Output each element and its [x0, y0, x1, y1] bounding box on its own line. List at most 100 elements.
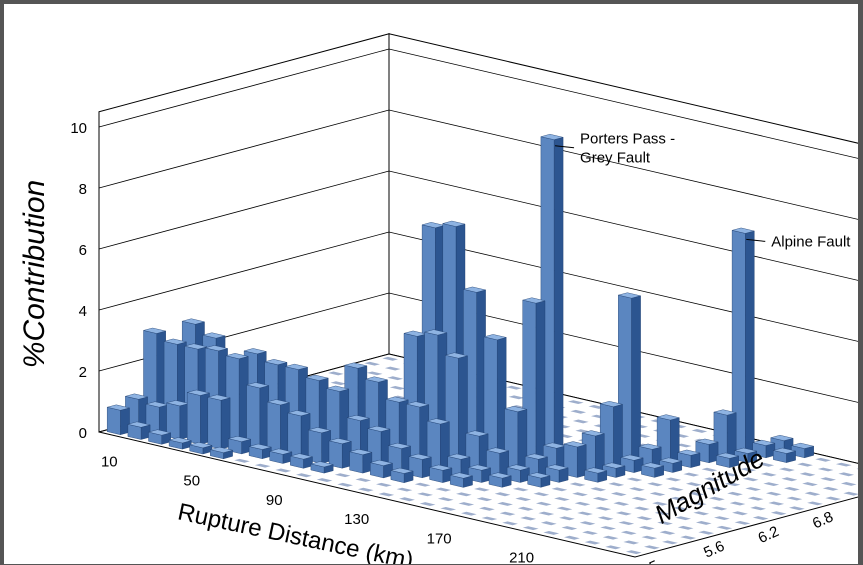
- empty-cell: [734, 521, 751, 525]
- bar-top: [187, 389, 210, 396]
- bar-top: [695, 438, 719, 445]
- empty-cell: [613, 501, 630, 506]
- bar-top: [143, 327, 166, 334]
- empty-cell: [652, 501, 668, 506]
- empty-cell: [364, 361, 380, 366]
- bar-top: [450, 472, 473, 479]
- empty-cell: [690, 501, 707, 506]
- empty-cell: [600, 526, 616, 530]
- empty-cell: [458, 502, 475, 506]
- bar-top: [424, 329, 447, 336]
- empty-cell: [676, 443, 692, 448]
- bar-top: [225, 353, 249, 360]
- z-tick-label: 5: [647, 557, 662, 564]
- empty-cell: [538, 511, 555, 516]
- empty-cell: [569, 482, 586, 487]
- z-tick-label: 6.2: [756, 523, 782, 547]
- empty-cell: [799, 472, 816, 477]
- bar-top: [600, 401, 623, 408]
- empty-cell: [554, 497, 570, 501]
- empty-cell: [376, 482, 392, 487]
- bar-top: [463, 286, 486, 293]
- empty-cell: [691, 429, 708, 433]
- empty-cell: [517, 506, 534, 511]
- empty-cell: [366, 371, 383, 376]
- bar-top: [442, 220, 466, 227]
- bar-top: [659, 457, 682, 464]
- empty-cell: [634, 506, 650, 511]
- empty-cell: [704, 477, 720, 482]
- bar-top: [584, 467, 607, 474]
- annotation-label: Porters Pass -: [580, 131, 675, 148]
- bar-top: [734, 447, 757, 454]
- empty-cell: [636, 516, 653, 521]
- bar-top: [641, 462, 664, 469]
- empty-cell: [543, 531, 560, 535]
- y-tick-label: 2: [79, 364, 87, 381]
- empty-cell: [659, 530, 676, 535]
- empty-cell: [355, 478, 372, 482]
- empty-cell: [745, 487, 761, 491]
- empty-cell: [577, 511, 593, 516]
- empty-cell: [561, 526, 578, 530]
- empty-cell: [639, 526, 655, 530]
- bar-top: [483, 334, 507, 341]
- empty-cell: [714, 516, 730, 520]
- empty-cell: [626, 477, 643, 482]
- bar-top: [244, 348, 267, 355]
- empty-cell: [572, 492, 588, 497]
- bar-top: [732, 227, 755, 234]
- bar-top: [406, 401, 429, 408]
- z-tick-label: 6.8: [810, 508, 836, 532]
- empty-cell: [435, 487, 452, 492]
- empty-cell: [506, 385, 522, 390]
- empty-cell: [399, 497, 415, 502]
- bar-front: [267, 401, 281, 455]
- bar-top: [370, 459, 393, 466]
- empty-cell: [797, 462, 813, 467]
- annotation-leader: [554, 145, 575, 149]
- empty-cell: [680, 535, 696, 540]
- empty-cell: [474, 487, 490, 492]
- empty-cell: [535, 501, 552, 506]
- bar-top: [618, 292, 641, 299]
- bar-top: [347, 414, 370, 421]
- x-tick-label: 210: [509, 550, 534, 564]
- empty-cell: [675, 516, 691, 521]
- x-tick-label: 50: [183, 473, 200, 490]
- empty-cell: [729, 501, 746, 506]
- empty-cell: [570, 409, 587, 414]
- empty-cell: [843, 491, 858, 496]
- empty-cell: [701, 467, 718, 472]
- empty-cell: [275, 468, 292, 473]
- empty-cell: [497, 502, 513, 506]
- bar-top: [290, 453, 313, 460]
- empty-cell: [387, 376, 404, 381]
- chart-canvas: 024681010509013017021025055.66.26.87.48%…: [4, 4, 858, 564]
- y-tick-label: 8: [79, 181, 87, 198]
- empty-cell: [695, 521, 712, 525]
- empty-cell: [608, 482, 625, 487]
- empty-cell: [698, 530, 715, 535]
- empty-cell: [672, 506, 689, 511]
- bar-front: [186, 392, 201, 445]
- bar-top: [620, 454, 644, 461]
- bar-top: [488, 472, 512, 479]
- x-tick-label: 10: [101, 453, 118, 470]
- bar-top: [326, 385, 349, 392]
- empty-cell: [579, 521, 596, 526]
- empty-cell: [825, 496, 841, 501]
- bar-top: [638, 443, 662, 450]
- bar-top: [504, 406, 527, 413]
- gridline: [98, 109, 858, 220]
- empty-cell: [334, 473, 351, 478]
- bar-top: [182, 318, 205, 325]
- empty-cell: [786, 496, 803, 501]
- bar-top: [773, 447, 796, 454]
- bar-top: [249, 443, 272, 450]
- empty-cell: [582, 530, 598, 535]
- empty-cell: [677, 525, 694, 530]
- bar-top: [390, 467, 414, 474]
- empty-cell: [629, 487, 645, 492]
- y-tick-label: 0: [79, 425, 87, 442]
